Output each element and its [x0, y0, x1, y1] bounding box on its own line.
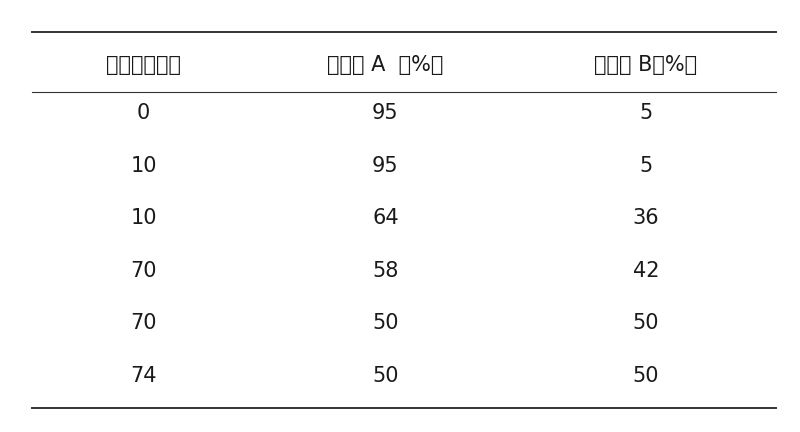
Text: 70: 70 [130, 261, 157, 281]
Text: 95: 95 [372, 156, 398, 176]
Text: 5: 5 [639, 156, 653, 176]
Text: 10: 10 [130, 156, 157, 176]
Text: 流动相 B（%）: 流动相 B（%） [594, 55, 698, 75]
Text: 5: 5 [639, 104, 653, 124]
Text: 70: 70 [130, 313, 157, 333]
Text: 50: 50 [633, 365, 659, 385]
Text: 50: 50 [633, 313, 659, 333]
Text: 74: 74 [130, 365, 157, 385]
Text: 95: 95 [372, 104, 398, 124]
Text: 0: 0 [137, 104, 150, 124]
Text: 时间（分钟）: 时间（分钟） [106, 55, 181, 75]
Text: 50: 50 [372, 313, 398, 333]
Text: 50: 50 [372, 365, 398, 385]
Text: 42: 42 [633, 261, 659, 281]
Text: 58: 58 [372, 261, 398, 281]
Text: 流动相 A  （%）: 流动相 A （%） [327, 55, 443, 75]
Text: 10: 10 [130, 208, 157, 228]
Text: 64: 64 [372, 208, 398, 228]
Text: 36: 36 [633, 208, 659, 228]
